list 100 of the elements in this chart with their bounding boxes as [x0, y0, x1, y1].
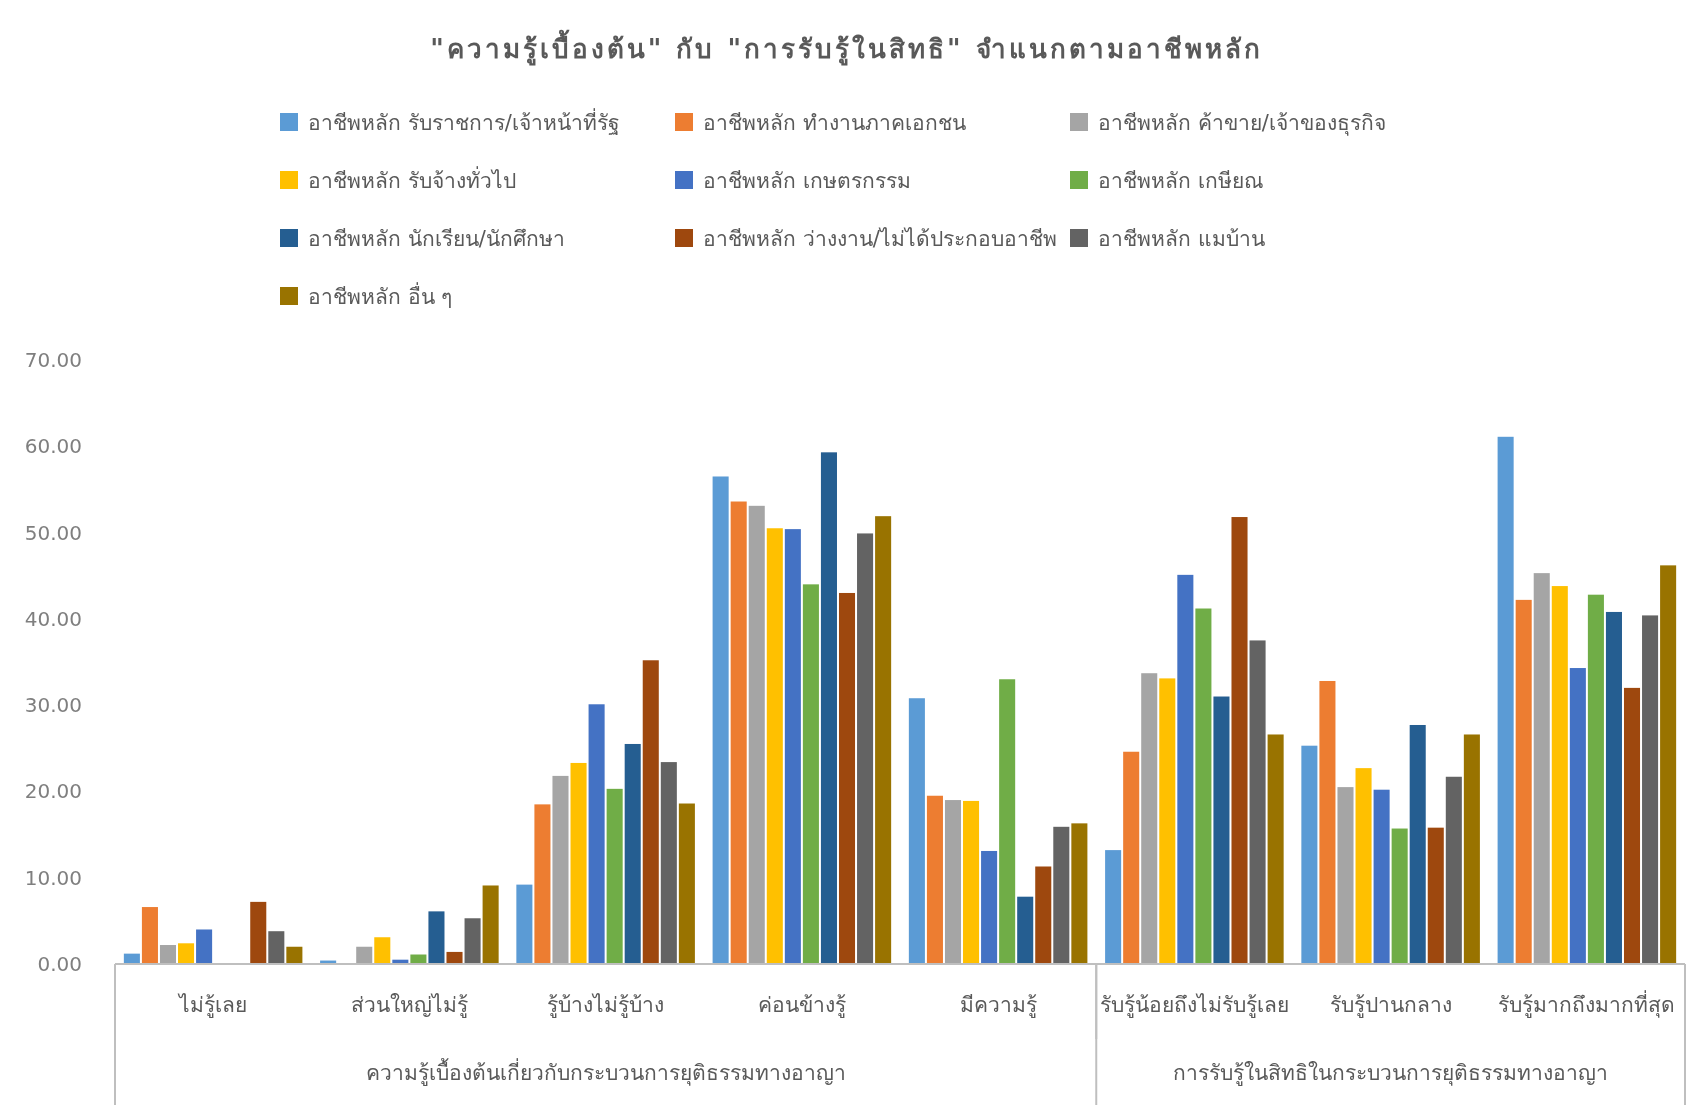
- bar: [606, 788, 623, 964]
- bar: [1159, 678, 1176, 964]
- x-tick-label: รับรู้น้อยถึงไม่รับรู้เลย: [1099, 993, 1289, 1018]
- bar: [1551, 586, 1568, 964]
- bar: [766, 528, 783, 964]
- bar: [141, 907, 158, 964]
- bar: [178, 943, 195, 964]
- bar: [1105, 850, 1122, 964]
- bar: [1355, 768, 1372, 964]
- bar: [1515, 599, 1532, 964]
- bar: [516, 884, 533, 964]
- bar: [1249, 640, 1266, 964]
- legend-label: อาชีพหลัก รับจ้างทั่วไป: [308, 166, 516, 193]
- bar: [642, 660, 659, 964]
- bar: [1660, 565, 1677, 964]
- bar: [1071, 823, 1088, 964]
- legend-label: อาชีพหลัก นักเรียน/นักศึกษา: [308, 227, 565, 251]
- bar: [1319, 680, 1336, 964]
- bar: [1213, 696, 1230, 964]
- legend-label: อาชีพหลัก ทำงานภาคเอกชน: [703, 111, 966, 135]
- bar: [678, 803, 695, 964]
- bar: [356, 946, 373, 964]
- bar: [660, 762, 677, 964]
- bar: [1123, 751, 1140, 964]
- bar: [1177, 574, 1194, 964]
- bar: [464, 918, 481, 964]
- bar: [588, 704, 605, 964]
- x-tick-label: รับรู้มากถึงมากที่สุด: [1498, 990, 1676, 1018]
- bar: [1642, 615, 1659, 964]
- legend-label: อาชีพหลัก แมบ้าน: [1098, 227, 1265, 251]
- bar: [1035, 866, 1052, 964]
- bar: [196, 929, 213, 964]
- bar: [250, 901, 267, 964]
- bar: [1605, 611, 1622, 964]
- bar: [1409, 724, 1426, 964]
- bar: [1141, 673, 1158, 964]
- bar: [374, 937, 391, 964]
- bar: [999, 679, 1016, 964]
- bar: [1623, 687, 1641, 964]
- legend-label: อาชีพหลัก เกษตรกรรม: [703, 169, 911, 193]
- x-tick-label: ไม่รู้เลย: [177, 993, 248, 1018]
- y-tick-label: 50.00: [24, 520, 82, 545]
- text: ความรู้เบื้องต้นเกี่ยวกับกระบวนการยุติธรรมทางอาญา: [365, 1058, 846, 1086]
- chart-title: "ความรู้เบื้องต้น" กับ "การรับรู้ในสิทธิ" จำแนกตามอาชีพหลัก: [430, 29, 1263, 66]
- legend-label: อาชีพหลัก รับราชการ/เจ้าหน้าที่รัฐ: [308, 108, 620, 135]
- bar: [908, 698, 925, 964]
- bar: [268, 931, 285, 964]
- legend-label: อาชีพหลัก อื่น ๆ: [308, 282, 453, 309]
- bar: [1427, 827, 1444, 964]
- bar: [534, 804, 551, 964]
- legend-label: อาชีพหลัก ว่างงาน/ไม่ได้ประกอบอาชีพ: [703, 227, 1057, 251]
- bar: [1463, 734, 1480, 964]
- bar: [802, 584, 819, 964]
- bar: [624, 743, 641, 964]
- bar: [1587, 594, 1604, 964]
- bar: [875, 516, 892, 964]
- bar: [1391, 828, 1408, 964]
- bar: [1053, 826, 1070, 964]
- x-tick-label: ค่อนข้างรู้: [757, 993, 846, 1018]
- y-tick-label: 60.00: [24, 434, 82, 459]
- y-tick-label: 0.00: [37, 952, 82, 976]
- bar: [1267, 734, 1284, 964]
- y-tick-label: 30.00: [24, 693, 82, 718]
- bar: [1301, 745, 1318, 964]
- bar: [857, 533, 874, 964]
- y-tick-label: 20.00: [24, 779, 82, 804]
- bar: [428, 911, 445, 964]
- bar: [1017, 896, 1034, 964]
- x-tick-label: รู้บ้างไม่รู้บ้าง: [547, 993, 665, 1018]
- bar: [730, 501, 747, 964]
- bar: [482, 885, 499, 964]
- bar: [286, 946, 303, 964]
- bar: [1373, 789, 1390, 964]
- bar: [446, 951, 463, 964]
- bar: [820, 452, 837, 964]
- bar: [981, 850, 998, 964]
- text: การรับรู้ในสิทธิในกระบวนการยุติธรรมทางอาญา: [1173, 1061, 1609, 1086]
- y-tick-label: 40.00: [24, 606, 82, 631]
- bar: [712, 476, 729, 964]
- bar: [1497, 436, 1514, 964]
- bar: [1445, 776, 1462, 964]
- bar: [1337, 787, 1354, 964]
- bar: [1569, 668, 1586, 964]
- y-tick-label: 70.00: [24, 348, 82, 372]
- bar: [838, 592, 856, 964]
- bar: [1533, 573, 1550, 964]
- bar: [1231, 517, 1248, 964]
- bar: [159, 945, 177, 964]
- x-tick-label: รับรู้ปานกลาง: [1329, 993, 1452, 1018]
- bar: [1195, 608, 1212, 964]
- bar: [944, 800, 962, 964]
- x-tick-label: ส่วนใหญ่ไม่รู้: [350, 993, 468, 1018]
- y-tick-label: 10.00: [24, 865, 82, 890]
- legend-label: อาชีพหลัก เกษียณ: [1098, 169, 1263, 193]
- bar: [926, 795, 943, 964]
- bar: [963, 800, 980, 964]
- bar: [552, 775, 569, 964]
- bar: [784, 529, 801, 964]
- bar: [570, 762, 587, 964]
- legend-label: อาชีพหลัก ค้าขาย/เจ้าของธุรกิจ: [1098, 111, 1386, 136]
